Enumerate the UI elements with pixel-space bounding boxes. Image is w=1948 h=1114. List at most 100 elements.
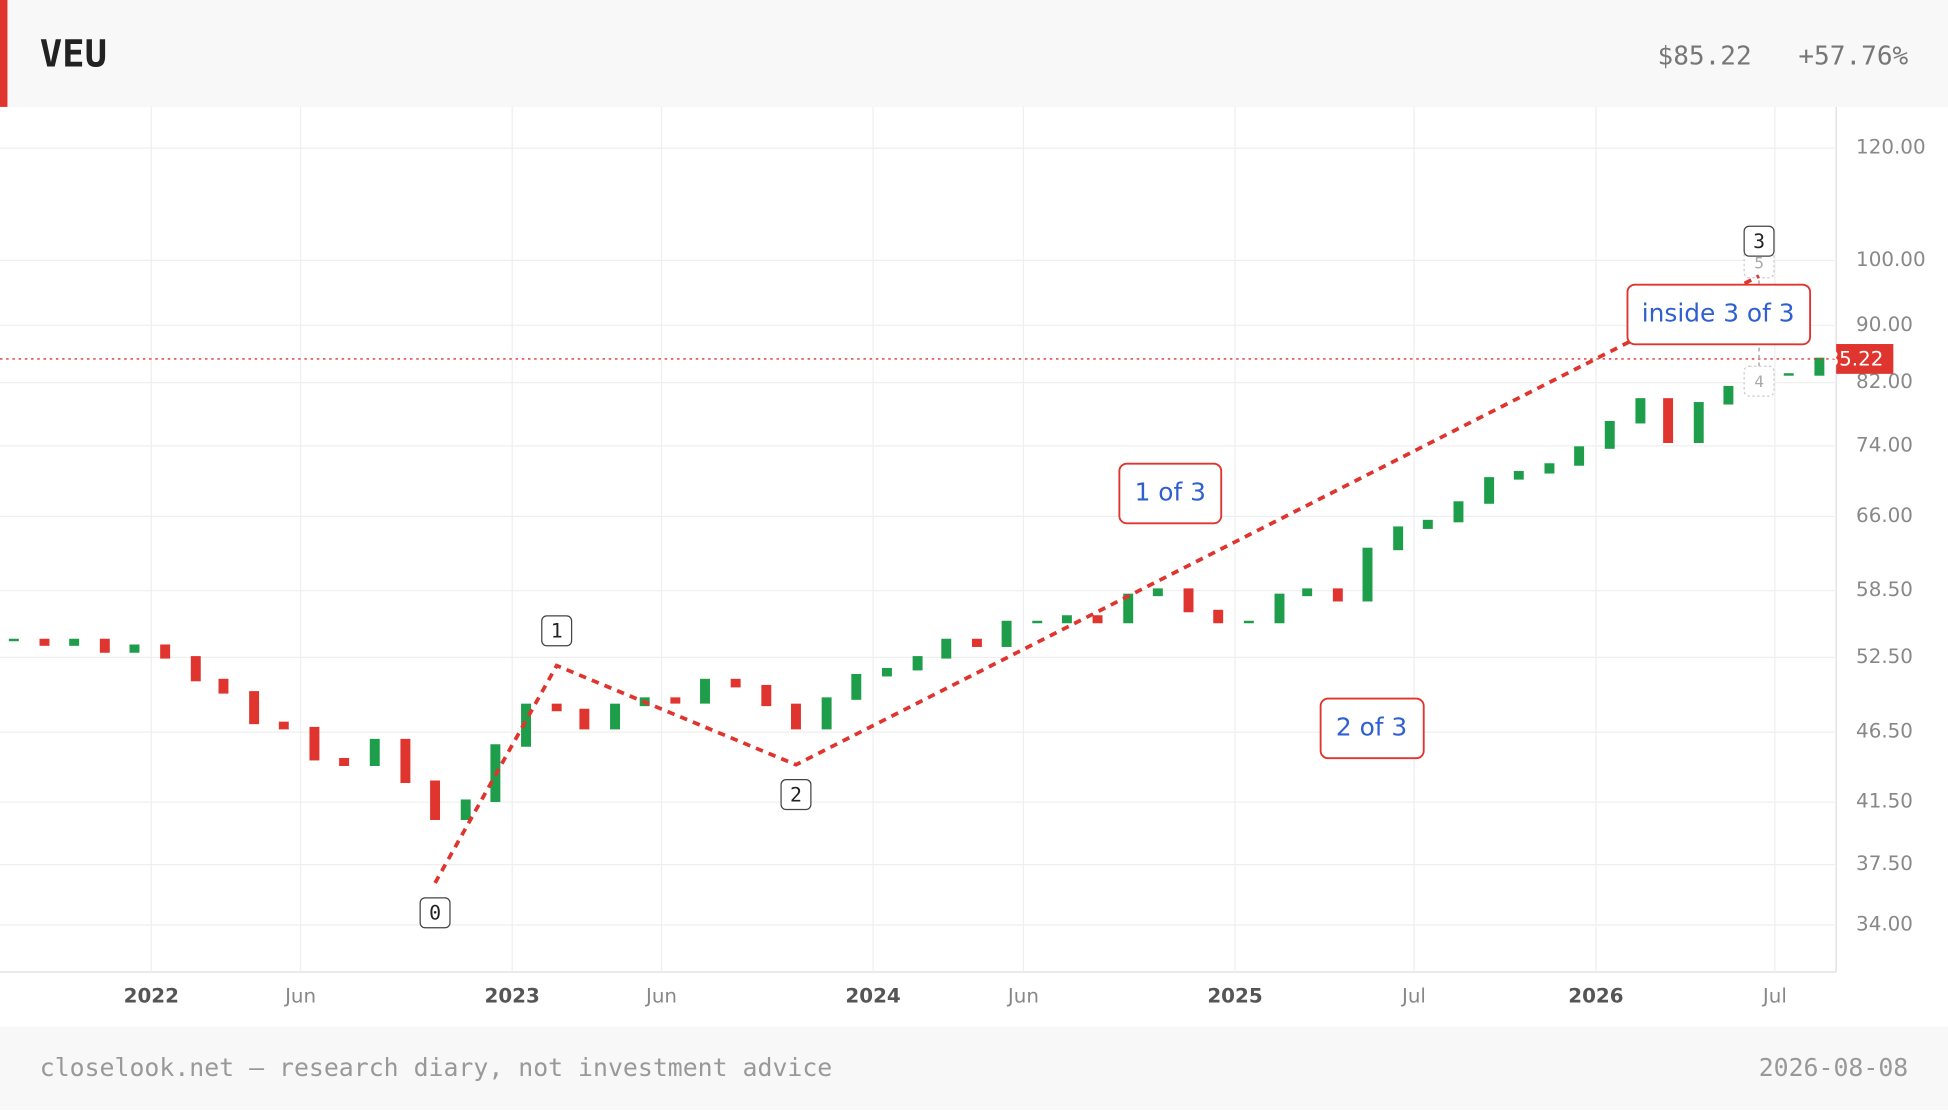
candle	[249, 691, 260, 725]
candle	[1484, 477, 1495, 504]
wave-label: 1	[551, 620, 563, 643]
x-tick-label: Jul	[1400, 984, 1426, 1007]
candle	[1422, 519, 1433, 529]
x-tick-label: Jul	[1761, 984, 1787, 1007]
candle	[1213, 609, 1224, 624]
x-tick-label: Jun	[283, 984, 316, 1007]
candle	[1152, 588, 1163, 597]
x-tick-label: 2024	[845, 984, 900, 1007]
x-tick-label: 2025	[1207, 984, 1262, 1007]
candle	[69, 638, 80, 646]
wave-label: 0	[429, 902, 441, 925]
y-tick-label: 52.50	[1856, 645, 1913, 668]
candle	[1513, 471, 1524, 480]
candle	[730, 678, 741, 688]
candle	[971, 638, 982, 647]
candle	[99, 638, 110, 653]
candle	[1604, 420, 1615, 449]
annotation: inside 3 of 3	[1642, 298, 1795, 327]
y-tick-label: 82.00	[1856, 370, 1913, 393]
candle	[1783, 373, 1794, 376]
candle	[339, 757, 350, 766]
candle	[670, 697, 681, 704]
candle	[521, 703, 532, 747]
footer-date: 2026-08-08	[1759, 1053, 1909, 1082]
candle	[1663, 398, 1674, 443]
candle	[1092, 615, 1103, 624]
header-accent	[0, 0, 8, 107]
footer	[0, 1026, 1948, 1110]
y-tick-label: 66.00	[1856, 504, 1913, 527]
candle	[851, 673, 862, 700]
y-tick-label: 100.00	[1856, 248, 1926, 271]
annotation-box	[1319, 697, 1425, 760]
candle	[1544, 463, 1555, 474]
candle	[430, 780, 441, 820]
candle	[190, 656, 201, 682]
wave-label: 5	[1754, 254, 1764, 273]
candle	[700, 678, 710, 704]
wave-label: 3	[1753, 230, 1765, 253]
grid: 120.00 100.00 90.00 82.00 74.00 66.00 58.50 52.…	[0, 106, 1926, 1007]
x-tick-label: 2022	[124, 984, 179, 1007]
waves-line	[433, 274, 1760, 884]
candle	[1362, 547, 1373, 602]
marks: 85.22 4 5 0 1 2 3	[0, 225, 1894, 929]
change: +57.76%	[1798, 42, 1908, 72]
candle	[39, 638, 50, 646]
candle	[941, 638, 952, 659]
annotations: 1 of 3 2 of 3 inside 3 of 3	[1118, 283, 1812, 760]
candle	[1574, 446, 1585, 466]
annotation: 1 of 3	[1135, 477, 1206, 506]
y-tick-label: 74.00	[1856, 433, 1913, 456]
x-tick-label: 2026	[1568, 984, 1623, 1007]
wave-label-box	[780, 779, 812, 811]
y-tick-label: 58.50	[1856, 578, 1913, 601]
candle	[791, 703, 801, 730]
candle	[1332, 588, 1343, 602]
y-tick-label: 90.00	[1856, 313, 1913, 336]
candle	[579, 708, 590, 730]
y-tick-label: 41.50	[1856, 790, 1913, 813]
x-tick-label: Jun	[644, 984, 677, 1007]
candle	[309, 726, 320, 761]
last-price-label: 85.22	[1827, 348, 1884, 371]
candle	[1061, 615, 1072, 624]
y-tick-label: 120.00	[1856, 136, 1926, 159]
wave-label-box	[541, 615, 573, 647]
candle	[1453, 501, 1464, 523]
y-tick-label: 46.50	[1856, 720, 1913, 743]
wave-label-box	[419, 897, 451, 929]
annotation: 2 of 3	[1336, 712, 1407, 741]
header	[0, 0, 1948, 107]
candle	[1723, 385, 1734, 405]
candle	[129, 644, 140, 653]
candle	[1274, 593, 1285, 624]
candle	[1032, 620, 1043, 624]
candle	[551, 703, 562, 712]
candle	[218, 678, 229, 694]
candle	[1814, 357, 1825, 376]
candle	[400, 738, 411, 783]
y-tick-label: 37.50	[1856, 852, 1913, 875]
candle	[912, 656, 923, 671]
wave-label-box	[1743, 225, 1775, 257]
candle	[1302, 588, 1313, 597]
annotation-box	[1118, 462, 1223, 525]
candle	[1635, 398, 1646, 424]
last-price-tag	[1836, 344, 1894, 374]
wave-label: 4	[1754, 372, 1764, 391]
x-tick-label: Jun	[1006, 984, 1039, 1007]
candle	[8, 638, 19, 642]
candle	[881, 667, 892, 677]
candle	[160, 644, 171, 659]
y-tick-label: 34.00	[1856, 912, 1913, 935]
candle	[610, 703, 620, 730]
x-tick-label: 2023	[485, 984, 540, 1007]
candle	[1393, 526, 1404, 551]
last-price: $85.22	[1658, 42, 1752, 72]
candle	[761, 684, 772, 707]
ticker: VEU	[40, 31, 107, 75]
